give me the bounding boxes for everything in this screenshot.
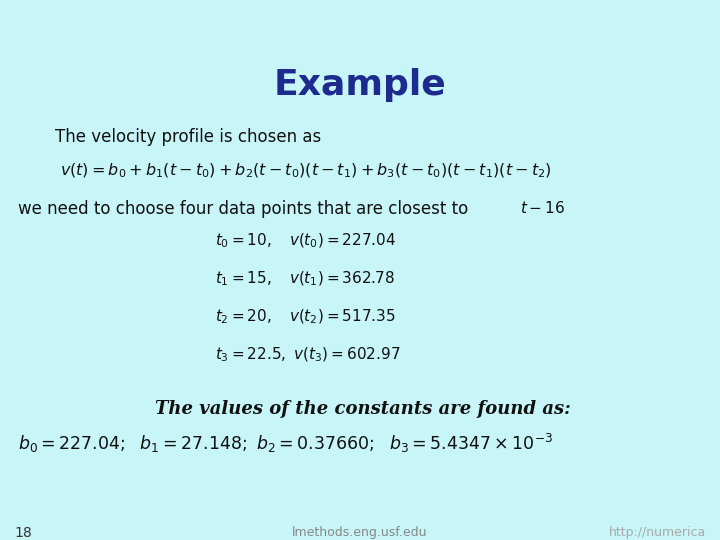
Text: http://numerica: http://numerica [608, 526, 706, 539]
Text: $v(t)=b_0+b_1(t-t_0)+b_2(t-t_0)(t-t_1)+b_3(t-t_0)(t-t_1)(t-t_2)$: $v(t)=b_0+b_1(t-t_0)+b_2(t-t_0)(t-t_1)+b… [60, 162, 552, 180]
Text: $t_2=20,\quad v(t_2)=517.35$: $t_2=20,\quad v(t_2)=517.35$ [215, 308, 396, 326]
Text: lmethods.eng.usf.edu: lmethods.eng.usf.edu [292, 526, 428, 539]
Text: $t_1=15,\quad v(t_1)=362.78$: $t_1=15,\quad v(t_1)=362.78$ [215, 270, 395, 288]
Text: $t_0=10,\quad v(t_0)=227.04$: $t_0=10,\quad v(t_0)=227.04$ [215, 232, 396, 251]
Text: The values of the constants are found as:: The values of the constants are found as… [155, 400, 571, 418]
Text: The velocity profile is chosen as: The velocity profile is chosen as [55, 128, 321, 146]
Text: 18: 18 [14, 526, 32, 540]
Text: we need to choose four data points that are closest to: we need to choose four data points that … [18, 200, 468, 218]
Text: $t_3=22.5,\ v(t_3)=602.97$: $t_3=22.5,\ v(t_3)=602.97$ [215, 346, 400, 364]
Text: $b_0=227.04;\ \ b_1=27.148;\ b_2=0.37660;\ \ b_3=5.4347\times10^{-3}$: $b_0=227.04;\ \ b_1=27.148;\ b_2=0.37660… [18, 432, 553, 455]
Text: $t-16$: $t-16$ [520, 200, 565, 216]
Text: Example: Example [274, 68, 446, 102]
